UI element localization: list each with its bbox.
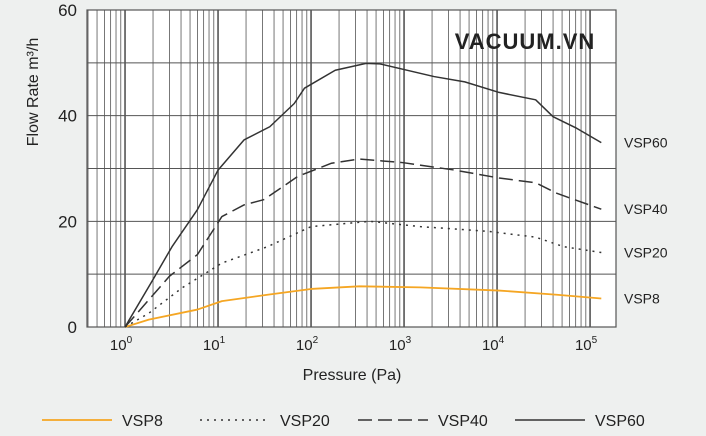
y-axis-label: Flow Rate m³/h	[25, 38, 42, 146]
y-tick-label: 40	[58, 107, 77, 126]
y-tick-label: 0	[68, 318, 77, 337]
x-tick-label: 103	[389, 335, 412, 354]
plot-border	[86, 9, 617, 328]
x-tick-label: 104	[482, 335, 505, 354]
y-tick-label: 60	[58, 1, 77, 20]
series-end-label-vsp60: VSP60	[624, 135, 668, 151]
series-end-label-vsp8: VSP8	[624, 290, 660, 306]
x-axis-label: Pressure (Pa)	[303, 367, 402, 384]
legend-label-vsp20: VSP20	[280, 413, 330, 430]
series-end-label-vsp40: VSP40	[624, 201, 668, 217]
watermark: VACUUM.VN	[455, 29, 596, 54]
x-tick-label: 101	[203, 335, 226, 354]
series-end-label-vsp20: VSP20	[624, 245, 668, 261]
series-line-vsp60	[124, 62, 602, 328]
x-tick-label: 105	[575, 335, 598, 354]
series-line-vsp40	[124, 158, 602, 328]
legend-label-vsp40: VSP40	[438, 413, 488, 430]
x-tick-label: 102	[296, 335, 319, 354]
x-tick-label: 100	[110, 335, 133, 354]
y-tick-label: 20	[58, 212, 77, 231]
legend-label-vsp60: VSP60	[595, 413, 645, 430]
legend-label-vsp8: VSP8	[122, 413, 163, 430]
series-line-vsp8	[124, 285, 602, 328]
